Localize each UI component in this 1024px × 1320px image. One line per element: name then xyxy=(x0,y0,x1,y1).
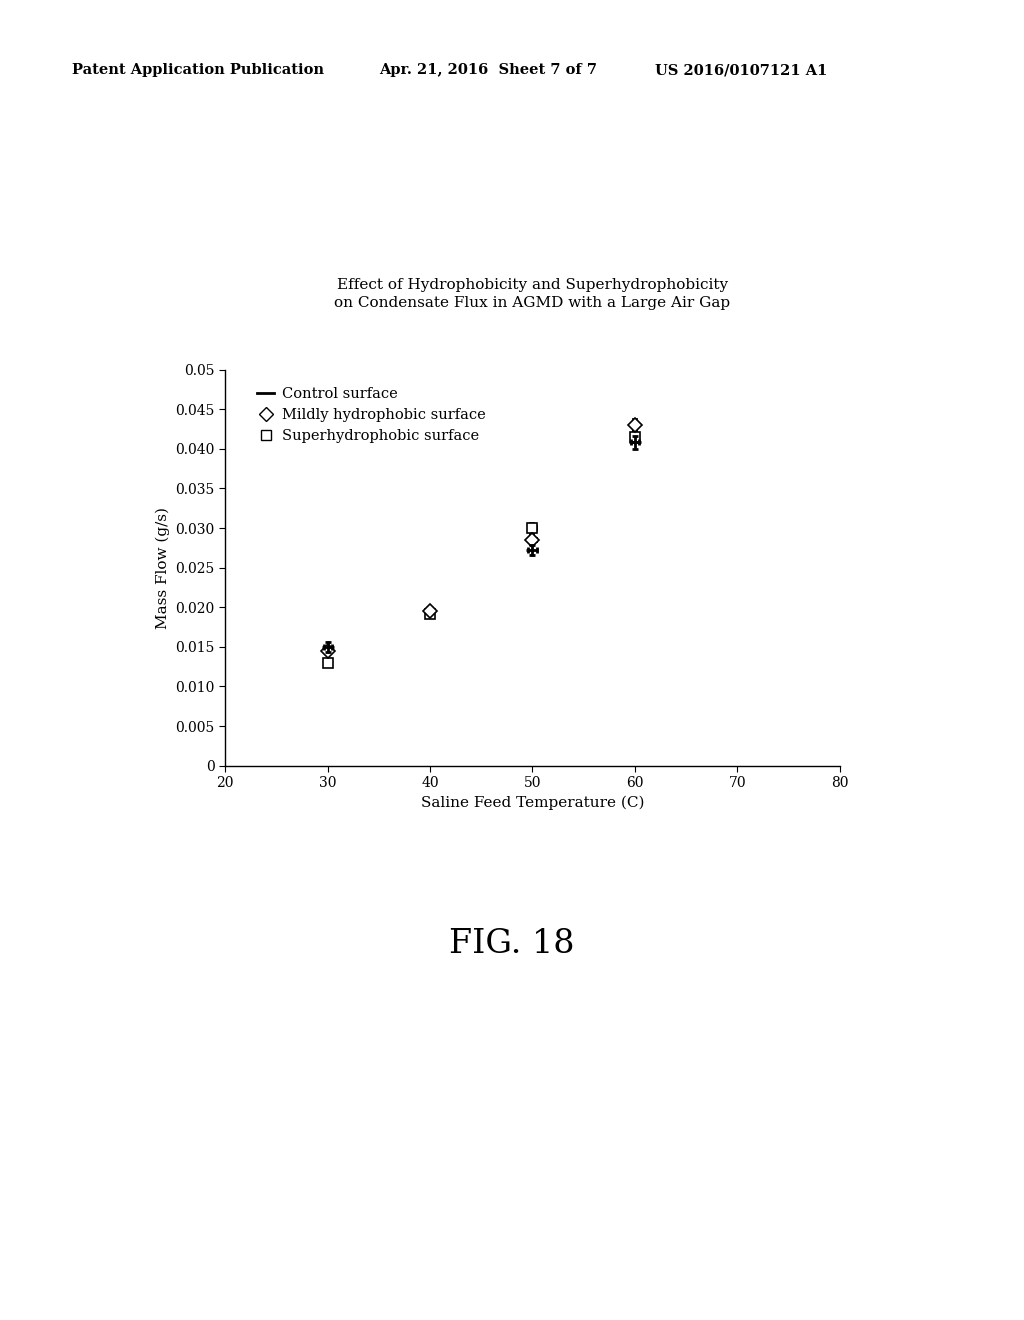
Text: Patent Application Publication: Patent Application Publication xyxy=(72,63,324,78)
Text: Effect of Hydrophobicity and Superhydrophobicity
on Condensate Flux in AGMD with: Effect of Hydrophobicity and Superhydrop… xyxy=(335,277,730,310)
Legend: Control surface, Mildly hydrophobic surface, Superhydrophobic surface: Control surface, Mildly hydrophobic surf… xyxy=(251,381,492,449)
Y-axis label: Mass Flow (g/s): Mass Flow (g/s) xyxy=(156,507,170,628)
Text: FIG. 18: FIG. 18 xyxy=(450,928,574,960)
X-axis label: Saline Feed Temperature (C): Saline Feed Temperature (C) xyxy=(421,796,644,810)
Text: Apr. 21, 2016  Sheet 7 of 7: Apr. 21, 2016 Sheet 7 of 7 xyxy=(379,63,597,78)
Text: US 2016/0107121 A1: US 2016/0107121 A1 xyxy=(655,63,827,78)
